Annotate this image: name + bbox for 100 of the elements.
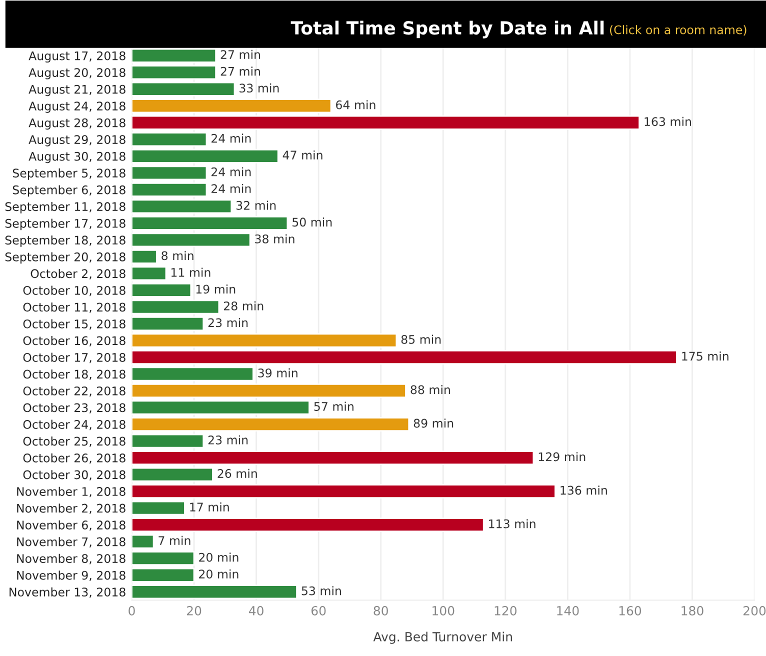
bar [132,518,484,532]
data-label: 163 min [644,116,692,126]
x-tick-label: 60 [312,606,326,616]
y-tick-label: November 7, 2018 [17,537,126,548]
data-label: 11 min [171,268,210,277]
data-label: 19 min [196,284,236,294]
y-tick-label: August 24, 2018 [28,102,126,113]
y-tick-label: November 8, 2018 [17,554,126,564]
y-tick-label: November 1, 2018 [17,486,126,498]
y-tick-label: August 20, 2018 [28,68,126,80]
x-tick-label: 40 [248,606,264,616]
chart-title: Total Time Spent by Date in All [290,20,604,38]
chart-subtitle: (Click on a room name) [610,25,746,36]
bar [132,98,332,114]
data-label: 175 min [682,352,728,361]
bar [132,266,167,281]
data-label: 26 min [218,468,257,478]
data-label: 24 min [212,167,251,176]
x-axis-title: Avg. Bed Turnover Min [373,632,512,644]
bar [132,333,398,348]
bar [132,82,236,96]
data-label: 20 min [199,569,238,579]
data-label: 8 min [162,250,194,260]
data-label: 33 min [240,83,279,93]
data-label: 27 min [220,66,260,76]
data-label: 24 min [212,134,251,143]
bar [132,551,195,566]
y-tick-label: August 30, 2018 [28,152,126,164]
y-tick-label: October 10, 2018 [23,286,126,296]
data-label: 24 min [212,184,251,193]
y-tick-label: October 2, 2018 [30,268,126,280]
data-label: 85 min [401,334,441,344]
x-tick-label: 120 [494,606,517,616]
x-tick-label: 140 [557,606,579,616]
bar [132,232,251,248]
data-label: 89 min [414,418,454,428]
x-tick-label: 80 [374,606,388,616]
y-tick-label: November 13, 2018 [10,587,126,598]
y-tick-label: August 29, 2018 [28,135,126,146]
bar [132,132,208,147]
bar [132,500,186,516]
y-tick-label: November 9, 2018 [17,570,126,581]
bar [132,400,310,415]
y-tick-label: September 20, 2018 [5,252,126,264]
y-tick-label: November 2, 2018 [17,504,126,514]
y-tick-label: October 18, 2018 [23,370,126,380]
y-tick-label: October 15, 2018 [23,319,126,330]
bar [132,115,640,130]
bar [132,65,217,80]
y-tick-label: October 30, 2018 [23,470,126,480]
y-tick-label: August 28, 2018 [28,118,126,130]
bar [132,434,204,448]
x-tick-label: 200 [743,606,766,616]
y-tick-label: October 23, 2018 [23,403,126,414]
y-tick-label: August 17, 2018 [28,51,126,63]
y-tick-label: September 18, 2018 [5,235,126,247]
bar [132,166,208,180]
data-label: 50 min [292,217,332,227]
bar [132,350,678,364]
bar [132,467,214,482]
y-tick-label: August 21, 2018 [28,84,126,96]
bar [132,216,288,230]
data-label: 7 min [158,536,190,545]
data-label: 53 min [302,586,341,596]
x-tick-label: 0 [128,606,135,616]
y-tick-label: October 16, 2018 [23,336,126,346]
bar [132,148,279,164]
bar [132,417,410,432]
data-label: 39 min [258,368,298,378]
data-label: 38 min [255,234,294,244]
y-tick-label: September 11, 2018 [5,202,126,214]
data-label: 47 min [282,150,322,160]
bar [132,249,158,264]
y-tick-label: September 5, 2018 [12,168,126,180]
data-label: 23 min [208,435,248,444]
bar [132,199,232,214]
y-tick-label: October 26, 2018 [23,453,126,464]
bar [132,568,195,582]
y-tick-label: October 25, 2018 [23,436,126,447]
data-label: 17 min [190,502,229,512]
x-tick-label: 20 [186,606,202,616]
bar [132,534,154,549]
y-tick-label: October 17, 2018 [23,352,126,364]
x-tick-label: 100 [432,606,454,616]
data-label: 32 min [236,200,276,210]
data-label: 64 min [336,100,376,110]
bar [132,316,204,331]
bar [132,484,556,499]
y-tick-label: September 17, 2018 [5,218,126,230]
y-tick-label: October 22, 2018 [23,386,126,397]
data-label: 20 min [199,552,238,562]
bar [132,48,217,63]
bar [132,366,254,382]
y-tick-label: November 6, 2018 [17,520,126,531]
bar [132,282,192,298]
x-tick-label: 180 [682,606,704,616]
x-tick-label: 160 [619,606,642,616]
data-label: 28 min [224,301,264,310]
data-label: 113 min [489,519,536,528]
bar [132,450,534,466]
